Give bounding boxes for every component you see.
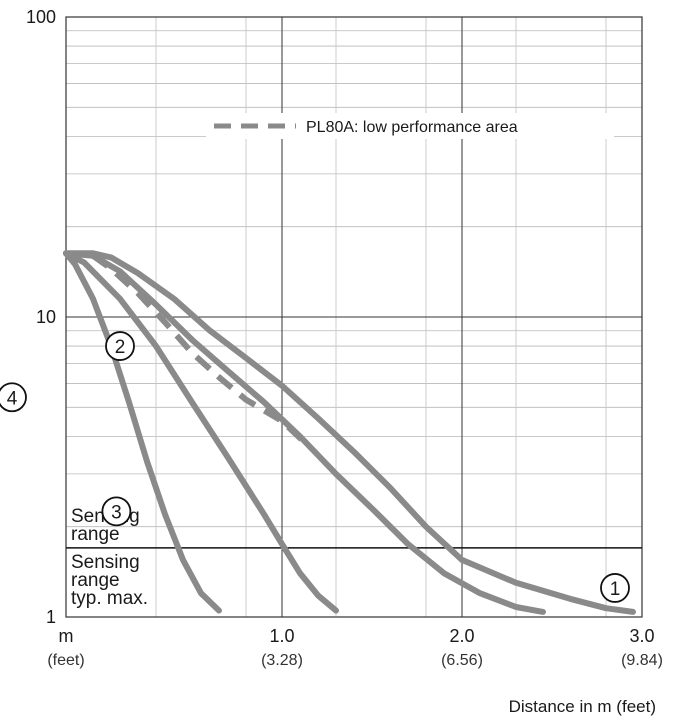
y-tick-label: 100: [26, 7, 56, 27]
curve-marker-label: 1: [610, 579, 621, 600]
series-line-curve: [63, 250, 339, 614]
curve-marker-circle: [600, 573, 630, 603]
legend-label: PL80A: low performance area: [306, 119, 518, 136]
sensing-range-max-label: range: [71, 570, 120, 591]
x-axis-label: Distance in m (feet): [509, 697, 656, 716]
y-tick-label: 10: [36, 307, 56, 327]
series-layer: [63, 250, 636, 615]
sensing-range-max-label: typ. max.: [71, 588, 148, 609]
x-tick-label: 1.0: [269, 626, 294, 646]
text-layer: 1 10 100 m (feet) 1.0 (3.28) 2.0 (6.56) 3.0 (9.84)…: [0, 7, 663, 669]
curve-marker-label: 3: [111, 502, 122, 523]
grid: [65, 16, 643, 618]
x-tick-label: m: [59, 626, 74, 646]
x-tick-sublabel: (feet): [47, 652, 84, 669]
x-tick-label: 3.0: [629, 626, 654, 646]
x-tick-sublabel: (6.56): [441, 652, 483, 669]
y-tick-label: 1: [46, 607, 56, 627]
curve-marker-label: 2: [115, 337, 126, 358]
sensing-range-max-label: Sensing: [71, 552, 140, 573]
x-tick-sublabel: (9.84): [621, 652, 663, 669]
curve-marker-circle: [0, 382, 27, 413]
x-tick-sublabel: (3.28): [261, 652, 303, 669]
series-line-pl80a: [91, 253, 312, 449]
series-line-curve: [63, 250, 222, 614]
x-tick-label: 2.0: [449, 626, 474, 646]
curve-marker-circle: [101, 496, 132, 527]
series-line-curve: [63, 250, 636, 615]
curve-marker-label: 4: [7, 388, 18, 409]
curve-marker-circle: [105, 331, 135, 361]
sensing-range-label: range: [71, 524, 120, 545]
plot-frame: [65, 16, 643, 618]
